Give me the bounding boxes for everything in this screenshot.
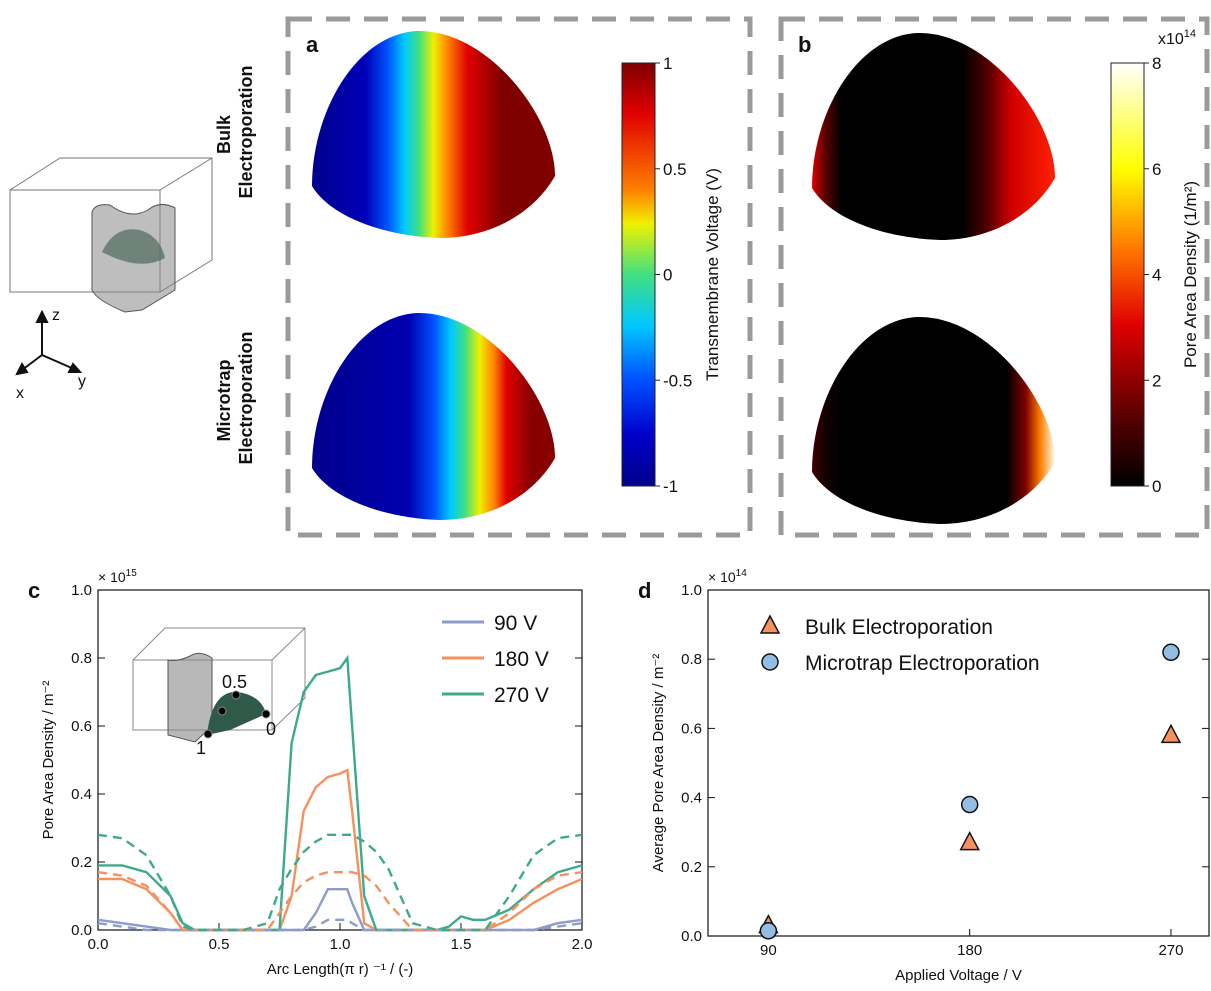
y-tick-label: 1.0 [71,582,92,599]
y-tick-label: 0.8 [71,650,92,667]
legend-swatch [761,653,779,671]
triangle-marker [1160,723,1182,744]
voltage-map-bulk [312,30,555,238]
panel-label: a [306,32,319,57]
row-label: Microtrap Electroporation [214,331,256,464]
x-tick-label: 1.0 [330,936,351,953]
voltage-map-microtrap [312,312,555,520]
x-axis-label: Applied Voltage / V [895,967,1022,984]
row-label-line: Electroporation [236,65,256,198]
scale-base: × 10 [708,569,736,585]
axis-triad [15,309,83,376]
device-sketch [9,157,213,313]
plot-frame [97,589,583,931]
colorbar-label: Pore Area Density (1/m²) [1181,181,1200,368]
legend-swatch [759,614,781,634]
panel-b-frame [778,16,1210,538]
x-tick-label: 90 [760,942,777,959]
colorbar-tick-label: -1 [663,477,678,496]
panel-label: c [28,578,40,603]
y-tick-label: 0.0 [71,922,92,939]
colorbar-tick-label: 4 [1152,266,1161,285]
row-label-line: Electroporation [236,331,256,464]
colorbar-tick-label: 6 [1152,160,1161,179]
axis-scale: × 1014 [708,568,747,585]
x-axis-label: Arc Length(π r) ⁻¹ / (-) [267,961,414,978]
x-tick-label: 1.5 [451,936,472,953]
scale-exponent: 14 [736,568,748,579]
axis-x-label: x [16,385,24,402]
colorbar-tick-label: 1 [663,54,672,73]
circle-marker [759,922,778,940]
pore-map-microtrap [812,316,1055,524]
colorbar-label: Transmembrane Voltage (V) [703,168,722,381]
legend-label: 270 V [494,684,549,707]
legend-label: 180 V [494,648,549,671]
y-axis-label: Average Pore Area Density / m⁻² [650,654,667,873]
circle-marker [960,795,979,814]
legend-label: 90 V [494,612,537,635]
y-tick-label: 0.8 [681,651,702,668]
line-series [97,871,583,932]
x-tick-label: 0.0 [88,936,109,953]
colorbar-tick-label: -0.5 [663,371,692,390]
axis-scale: × 1015 [98,568,137,585]
legend-label: Bulk Electroporation [805,616,993,639]
axis-z-label: z [52,307,60,324]
inset-label: 0 [266,719,276,739]
panel-a-frame [285,16,753,538]
y-tick-label: 0.2 [681,859,702,876]
y-tick-label: 0.4 [71,786,92,803]
colorbar-scale: x1014 [1158,28,1196,48]
y-tick-label: 1.0 [681,582,702,599]
scale-exponent: 14 [1184,28,1196,40]
colorbar-tick-label: 0 [663,266,672,285]
colorbar [1110,62,1145,487]
y-tick-label: 0.6 [681,720,702,737]
row-label-line: Bulk [214,114,234,154]
colorbar [621,62,656,487]
line-series [98,768,583,932]
line-series [97,833,583,932]
row-label: Bulk Electroporation [214,65,256,198]
colorbar-tick-label: 0.5 [663,160,687,179]
y-tick-label: 0.2 [71,854,92,871]
scale-exponent: 15 [126,568,138,579]
pore-map-bulk [812,32,1055,240]
axis-y-label: y [78,373,86,390]
scale-base: x10 [1158,31,1184,48]
row-label-line: Microtrap [214,360,234,442]
y-tick-label: 0.0 [681,928,702,945]
inset-label: 1 [196,738,206,758]
colorbar-tick-label: 2 [1152,371,1161,390]
plot-frame [707,589,1210,937]
legend-label: Microtrap Electroporation [805,652,1040,675]
inset-sketch [132,627,306,743]
x-tick-label: 180 [957,942,982,959]
y-tick-label: 0.6 [71,718,92,735]
y-tick-label: 0.4 [681,790,702,807]
colorbar-tick-label: 8 [1152,54,1161,73]
inset-label: 0.5 [222,672,247,692]
x-tick-label: 0.5 [209,936,230,953]
x-tick-label: 2.0 [572,936,593,953]
y-axis-label: Pore Area Density / m⁻² [40,681,57,840]
scale-base: × 10 [98,569,126,585]
panel-label: b [798,32,811,57]
triangle-marker [959,830,980,851]
x-tick-label: 270 [1158,942,1183,959]
colorbar-tick-label: 0 [1152,477,1161,496]
panel-label: d [638,578,651,603]
circle-marker [1162,643,1180,662]
